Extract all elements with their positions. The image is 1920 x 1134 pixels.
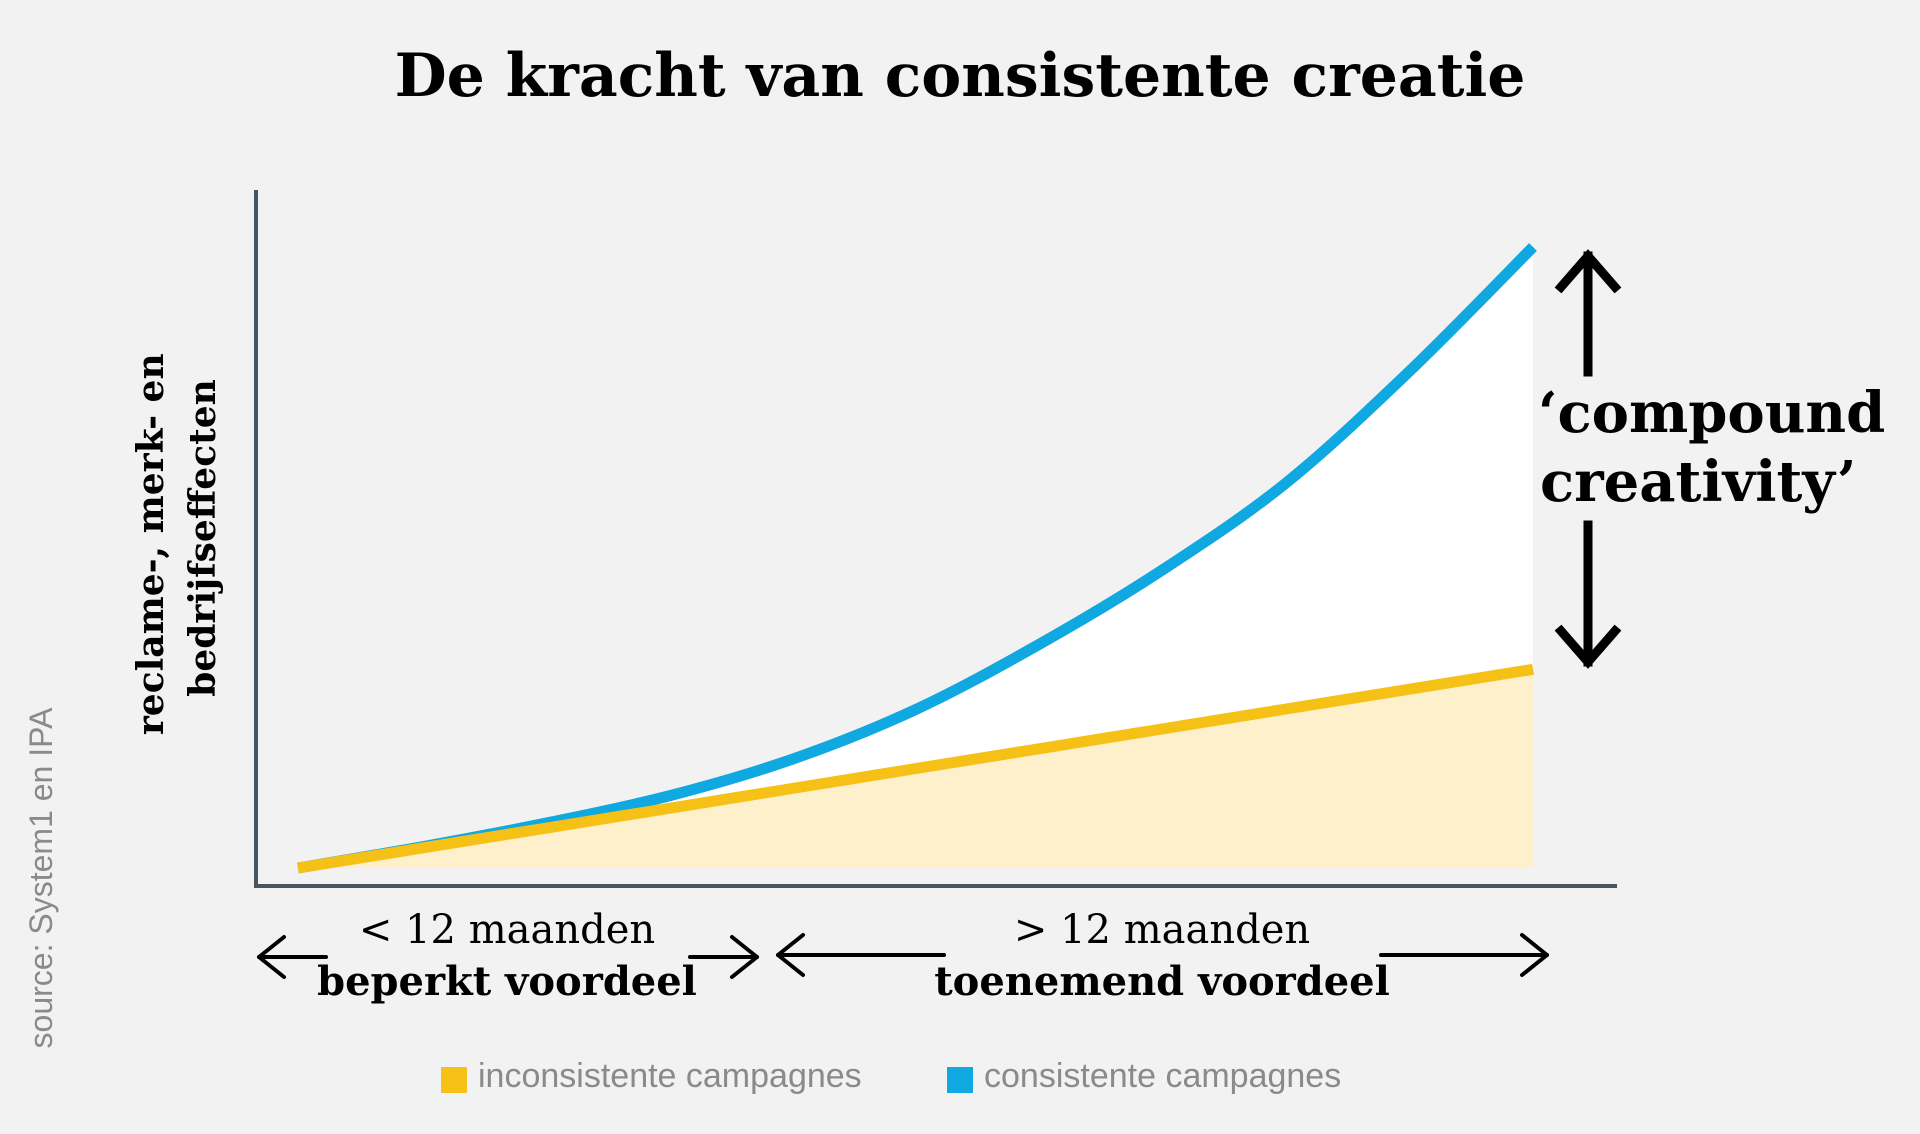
line-inconsistent <box>297 663 1534 874</box>
period-long-left-arrow <box>776 933 946 977</box>
legend-swatch-consistent <box>947 1067 973 1093</box>
plot-areas <box>298 247 1533 868</box>
source-text: source: System1 en IPA <box>23 707 59 1049</box>
period-short-line-2: beperkt voordeel <box>317 958 697 1005</box>
period-short-left-arrow <box>257 935 328 979</box>
compound-up-arrow <box>1554 249 1622 377</box>
period-short-right-arrow <box>688 935 759 979</box>
legend: inconsistente campagnes consistente camp… <box>441 1057 1341 1095</box>
period-long-line-2: toenemend voordeel <box>934 958 1390 1005</box>
legend-label-consistent: consistente campagnes <box>984 1057 1341 1095</box>
legend-label-inconsistent: inconsistente campagnes <box>478 1057 862 1095</box>
y-axis-label: reclame-, merk- en bedrijfseffecten <box>130 341 224 735</box>
compound-annotation: ‘compound creativity’ <box>1538 380 1905 515</box>
compound-line-1: ‘compound <box>1538 380 1885 446</box>
period-long-right-arrow <box>1379 933 1549 977</box>
y-axis-label-line-2: bedrijfseffecten <box>182 379 224 697</box>
plot-lines <box>297 243 1537 874</box>
period-short-line-1: < 12 maanden <box>359 907 655 953</box>
period-long-line-1: > 12 maanden <box>1014 907 1310 953</box>
y-axis-label-line-1: reclame-, merk- en <box>130 353 172 735</box>
legend-swatch-inconsistent <box>441 1067 467 1093</box>
compound-line-2: creativity’ <box>1540 449 1856 515</box>
area-consistent <box>298 247 1533 868</box>
chart-title: De kracht van consistente creatie <box>395 41 1526 111</box>
compound-down-arrow <box>1554 520 1622 669</box>
